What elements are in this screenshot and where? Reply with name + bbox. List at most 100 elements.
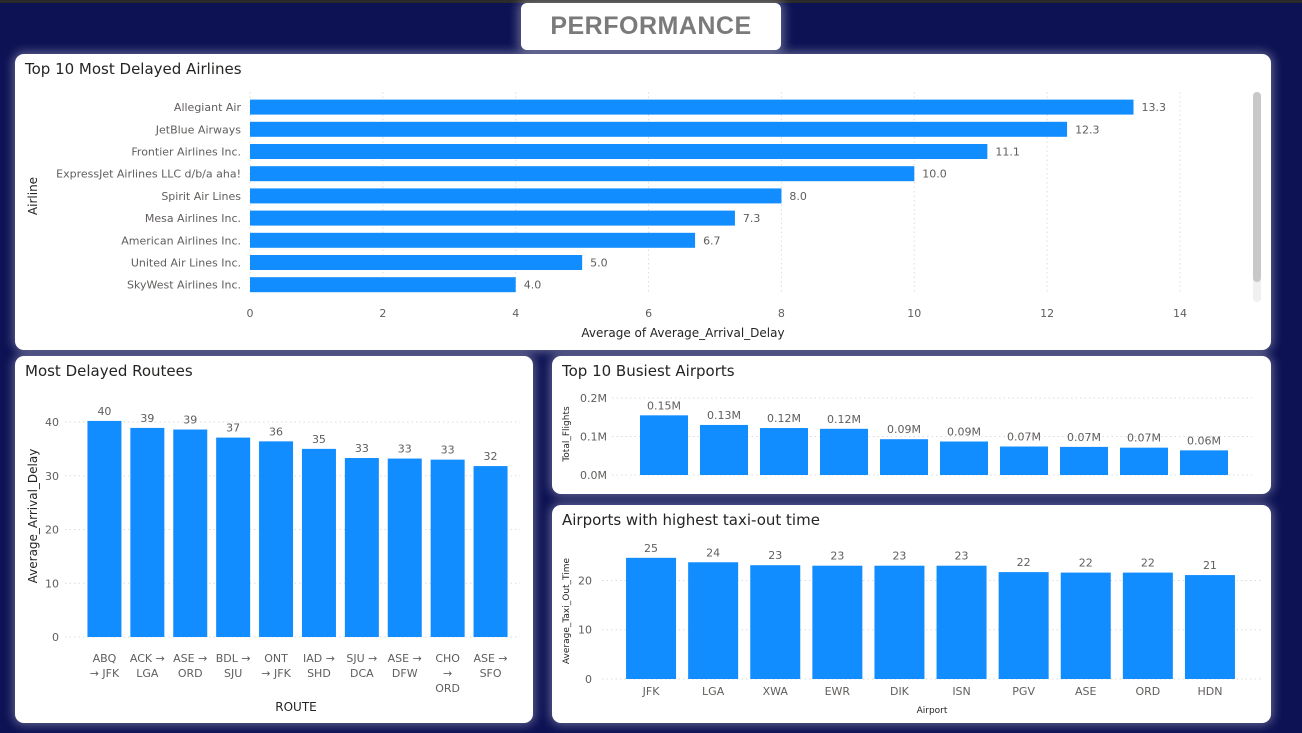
bar-value-label: 25 bbox=[644, 542, 658, 555]
y-category-label: JetBlue Airways bbox=[155, 123, 242, 136]
x-category-label: ASE → bbox=[473, 652, 507, 665]
x-tick-label: 10 bbox=[907, 307, 921, 320]
x-category-label: XWA bbox=[763, 685, 789, 698]
x-category-label: EWR bbox=[825, 685, 851, 698]
bar bbox=[250, 255, 583, 270]
bar bbox=[750, 565, 801, 679]
x-category-label: ONT bbox=[264, 652, 288, 665]
bar bbox=[760, 428, 808, 475]
bar bbox=[259, 441, 294, 637]
taxi-bar-chart: 0 10 20 25 JFK 24 LGA 23 XWA 23 EWR 23 DIK 23 ISN 22 PGV… bbox=[562, 542, 1262, 716]
y-axis-title: Airline bbox=[26, 177, 40, 215]
bar-value-label: 24 bbox=[706, 546, 720, 559]
y-category-label: United Air Lines Inc. bbox=[131, 257, 241, 270]
x-category-label: ASE → bbox=[173, 652, 207, 665]
x-category-label: → bbox=[443, 667, 452, 680]
bar-value-label: 8.0 bbox=[789, 190, 807, 203]
y-tick-label: 10 bbox=[45, 577, 59, 590]
bar bbox=[130, 427, 165, 637]
bar-value-label: 6.7 bbox=[703, 234, 721, 247]
x-tick-label: 2 bbox=[379, 307, 386, 320]
bar-value-label: 0.13M bbox=[707, 409, 741, 422]
x-axis-title: ROUTE bbox=[275, 700, 316, 714]
routes-chart-panel: Most Delayed Routees 0 10 20 30 40 40 ABQ → JFK… bbox=[15, 356, 533, 723]
x-category-label: ORD bbox=[1135, 685, 1160, 698]
bar bbox=[473, 466, 508, 637]
x-category-label: ORD bbox=[435, 682, 460, 695]
busiest-chart-title: Top 10 Busiest Airports bbox=[562, 362, 735, 380]
x-category-label: ORD bbox=[178, 667, 203, 680]
bar bbox=[250, 166, 915, 182]
bar-value-label: 22 bbox=[1017, 556, 1031, 569]
y-tick-label: 20 bbox=[45, 524, 59, 537]
bar-value-label: 35 bbox=[312, 433, 326, 446]
bar-value-label: 32 bbox=[484, 450, 498, 463]
y-tick-label: 0 bbox=[585, 673, 592, 686]
bar bbox=[700, 424, 748, 475]
bar-value-label: 22 bbox=[1079, 557, 1093, 570]
bar-value-label: 0.07M bbox=[1007, 431, 1041, 444]
bar-value-label: 40 bbox=[97, 405, 111, 418]
y-category-label: Frontier Airlines Inc. bbox=[131, 146, 241, 159]
y-category-label: Spirit Air Lines bbox=[161, 190, 241, 203]
x-category-label: LGA bbox=[136, 667, 159, 680]
bar bbox=[87, 420, 122, 637]
bar-value-label: 10.0 bbox=[922, 168, 947, 181]
x-category-label: ABQ bbox=[93, 652, 117, 665]
y-tick-label: 20 bbox=[578, 574, 592, 587]
bar-value-label: 0.12M bbox=[767, 412, 801, 425]
airlines-chart-panel: Top 10 Most Delayed Airlines 0 2 4 6 8 10 12 14… bbox=[15, 54, 1271, 350]
x-category-label: → JFK bbox=[90, 667, 120, 680]
bar bbox=[173, 429, 208, 637]
y-tick-label: 10 bbox=[578, 624, 592, 637]
routes-bar-chart: 0 10 20 30 40 40 ABQ → JFK 39 ACK → LGA 39 ASE → ORD 3… bbox=[26, 405, 520, 714]
x-tick-label: 0 bbox=[247, 307, 254, 320]
bar-value-label: 0.09M bbox=[887, 423, 921, 436]
bar bbox=[250, 277, 516, 293]
x-category-label: IAD → bbox=[303, 652, 335, 665]
bar bbox=[250, 99, 1134, 115]
bar-value-label: 0.07M bbox=[1067, 431, 1101, 444]
bar-value-label: 23 bbox=[830, 550, 844, 563]
bar bbox=[1180, 450, 1228, 475]
bar bbox=[1120, 447, 1168, 475]
bar bbox=[640, 415, 688, 475]
x-category-label: PGV bbox=[1012, 685, 1035, 698]
bar bbox=[940, 441, 988, 475]
bar bbox=[936, 565, 987, 679]
bar bbox=[301, 448, 336, 637]
x-category-label: HDN bbox=[1197, 685, 1222, 698]
y-category-label: Allegiant Air bbox=[174, 101, 242, 114]
x-axis-title: Airport bbox=[917, 706, 948, 716]
bar-value-label: 0.06M bbox=[1187, 434, 1221, 447]
y-category-label: ExpressJet Airlines LLC d/b/a aha! bbox=[56, 168, 241, 181]
bar-value-label: 39 bbox=[183, 414, 197, 427]
x-tick-label: 12 bbox=[1040, 307, 1054, 320]
x-category-label: ASE → bbox=[388, 652, 422, 665]
airlines-bar-chart: 0 2 4 6 8 10 12 14 Allegiant Air 13.3 JetBlue Airw… bbox=[26, 92, 1187, 340]
x-category-label: CHO bbox=[435, 652, 460, 665]
bar bbox=[1060, 446, 1108, 475]
y-axis-title: Total_Flights bbox=[562, 406, 572, 463]
bar-value-label: 7.3 bbox=[743, 212, 761, 225]
x-category-label: ISN bbox=[952, 685, 970, 698]
x-tick-label: 4 bbox=[512, 307, 519, 320]
y-category-label: Mesa Airlines Inc. bbox=[145, 212, 241, 225]
y-tick-label: 30 bbox=[45, 470, 59, 483]
bar bbox=[250, 188, 782, 204]
top-border bbox=[0, 0, 1302, 3]
bar bbox=[874, 565, 925, 679]
x-tick-label: 8 bbox=[778, 307, 785, 320]
bar-value-label: 33 bbox=[441, 444, 455, 457]
x-category-label: SHD bbox=[307, 667, 331, 680]
scrollbar-thumb[interactable] bbox=[1253, 92, 1261, 282]
bar-value-label: 23 bbox=[768, 549, 782, 562]
bar-value-label: 36 bbox=[269, 425, 283, 438]
bar bbox=[880, 439, 928, 475]
bar bbox=[812, 565, 863, 679]
x-category-label: BDL → bbox=[216, 652, 251, 665]
bar-value-label: 39 bbox=[140, 412, 154, 425]
bar-value-label: 37 bbox=[226, 422, 240, 435]
chart-scrollbar[interactable] bbox=[1253, 92, 1261, 302]
bar bbox=[626, 557, 677, 679]
